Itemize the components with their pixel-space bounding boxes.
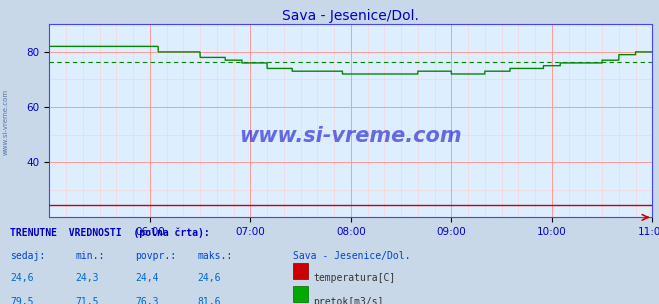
Text: Sava - Jesenice/Dol.: Sava - Jesenice/Dol. xyxy=(293,250,411,261)
Text: min.:: min.: xyxy=(76,250,105,261)
Text: povpr.:: povpr.: xyxy=(135,250,176,261)
Text: pretok[m3/s]: pretok[m3/s] xyxy=(313,297,384,304)
Text: sedaj:: sedaj: xyxy=(10,250,45,261)
Text: TRENUTNE  VREDNOSTI  (polna črta):: TRENUTNE VREDNOSTI (polna črta): xyxy=(10,228,210,238)
Text: 71,5: 71,5 xyxy=(76,297,100,304)
Text: 24,6: 24,6 xyxy=(198,273,221,283)
Bar xyxy=(293,263,308,279)
Text: 24,6: 24,6 xyxy=(10,273,34,283)
Text: www.si-vreme.com: www.si-vreme.com xyxy=(240,126,462,146)
Title: Sava - Jesenice/Dol.: Sava - Jesenice/Dol. xyxy=(283,9,419,23)
Text: 81,6: 81,6 xyxy=(198,297,221,304)
Bar xyxy=(293,286,308,302)
Text: temperatura[C]: temperatura[C] xyxy=(313,273,395,283)
Text: www.si-vreme.com: www.si-vreme.com xyxy=(2,88,9,155)
Text: 79,5: 79,5 xyxy=(10,297,34,304)
Text: maks.:: maks.: xyxy=(198,250,233,261)
Text: 24,3: 24,3 xyxy=(76,273,100,283)
Text: 24,4: 24,4 xyxy=(135,273,159,283)
Text: 76,3: 76,3 xyxy=(135,297,159,304)
